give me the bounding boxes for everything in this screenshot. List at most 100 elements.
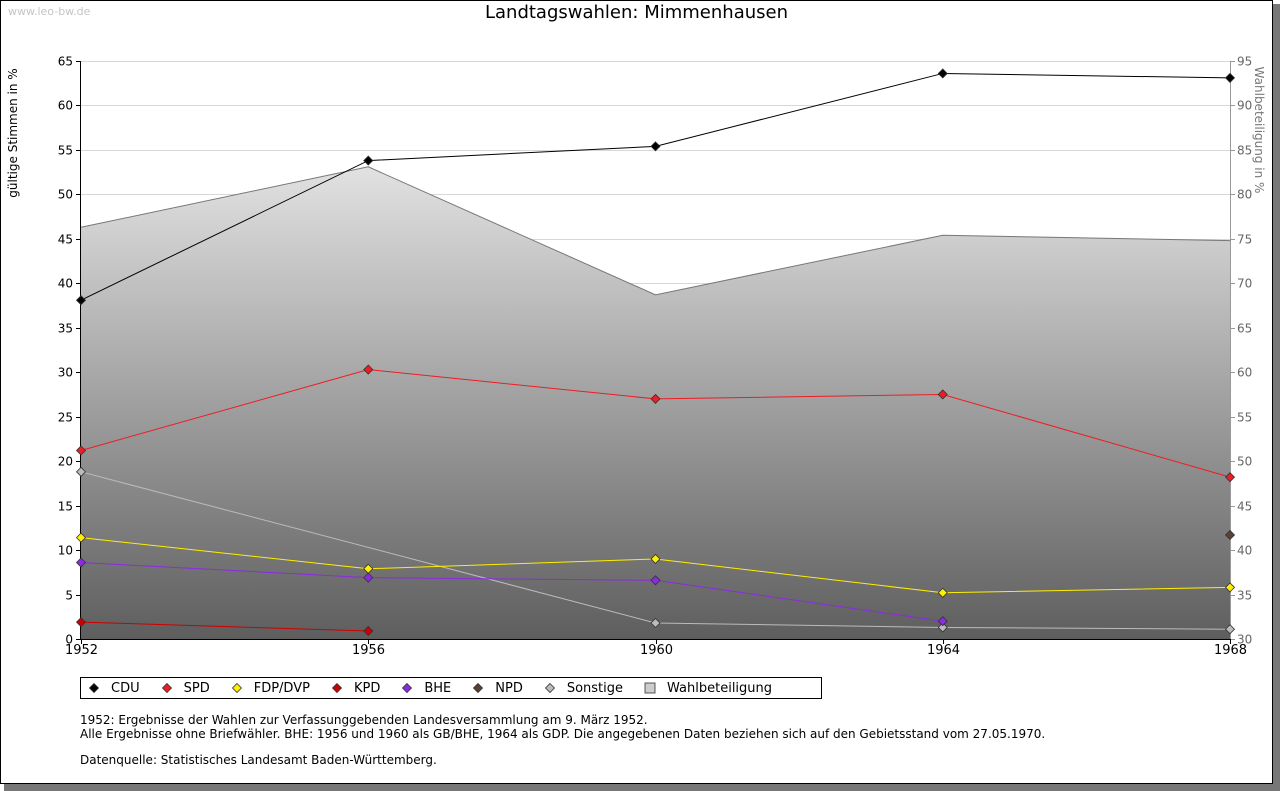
point-cdu (1224, 72, 1236, 83)
legend-marker-shape (644, 682, 656, 694)
y-tick-label-right: 60 (1237, 366, 1252, 380)
point-fdp-dvp (363, 563, 374, 574)
y-tick-label-left: 55 (58, 144, 73, 158)
legend-marker-cdu (87, 681, 101, 695)
point-kpd (75, 617, 87, 628)
chart-title: Landtagswahlen: Mimmenhausen (484, 2, 788, 23)
point-sonstige (1224, 624, 1236, 635)
legend-marker-shape (544, 682, 555, 694)
y-tick-label-left: 45 (58, 233, 73, 247)
point-bhe (363, 572, 374, 583)
point-fdp-dvp (1224, 582, 1236, 593)
point-spd (1224, 472, 1236, 483)
y-tick-label-left: 50 (58, 188, 73, 202)
y-tick-label-right: 80 (1237, 188, 1252, 202)
point-sonstige (650, 617, 661, 629)
point-spd (363, 364, 374, 375)
note-line-1: 1952: Ergebnisse der Wahlen zur Verfassu… (80, 713, 648, 727)
legend-marker-wahlbeteiligung (643, 681, 657, 695)
note-line-2: Alle Ergebnisse ohne Briefwähler. BHE: 1… (80, 727, 1046, 741)
legend-marker-kpd (330, 681, 344, 695)
legend-marker-shape (402, 682, 413, 694)
line-bhe (80, 562, 943, 622)
y-tick-label-left: 60 (58, 99, 73, 113)
y-tick-label-right: 65 (1237, 322, 1252, 336)
y-axis-title-right: Wahlbeteiligung in % (1252, 66, 1266, 194)
legend-marker-npd (471, 681, 485, 695)
series-points (75, 68, 1236, 637)
legend-item-cdu: CDU (87, 681, 140, 696)
point-fdp-dvp (650, 553, 661, 565)
point-cdu (363, 155, 374, 166)
legend-label-npd: NPD (495, 680, 523, 696)
y-tick-label-right: 55 (1237, 411, 1252, 425)
x-tick-label: 1968 (1214, 643, 1247, 658)
point-fdp-dvp (75, 532, 87, 543)
y-tick-label-right: 70 (1237, 277, 1252, 291)
legend-label-sonstige: Sonstige (566, 680, 624, 696)
legend-item-spd: SPD (160, 681, 210, 696)
legend-diamond (88, 682, 100, 694)
note-spacer (80, 741, 1045, 753)
point-bhe (75, 557, 87, 568)
y-tick-label-left: 25 (58, 411, 73, 425)
y-tick-label-left: 0 (65, 633, 73, 647)
legend-diamond (473, 682, 484, 694)
y-tick-label-right: 95 (1237, 55, 1252, 69)
point-cdu (937, 68, 948, 79)
point-spd (937, 389, 948, 400)
y-tick-label-right: 85 (1237, 144, 1252, 158)
point-cdu (75, 295, 87, 306)
y-tick-label-left: 5 (65, 589, 73, 603)
line-kpd (80, 621, 369, 632)
line-sonstige (80, 471, 1231, 630)
legend-item-kpd: KPD (330, 681, 380, 696)
y-axis-title-left: gültige Stimmen in % (6, 68, 20, 198)
legend-marker-bhe (400, 681, 414, 695)
legend-label-spd: SPD (183, 680, 210, 696)
chart-notes: 1952: Ergebnisse der Wahlen zur Verfassu… (80, 713, 1045, 767)
y-tick-label-right: 75 (1237, 233, 1252, 247)
point-sonstige (937, 622, 948, 633)
x-tick-label: 1964 (927, 643, 960, 658)
legend-item-wahlbeteiligung: Wahlbeteiligung (643, 681, 772, 696)
legend-item-fdp: FDP/DVP (230, 681, 310, 696)
y-tick-label-right: 90 (1237, 99, 1252, 113)
y-tick-label-right: 50 (1237, 455, 1252, 469)
legend-marker-shape (161, 682, 172, 694)
tick-labels: 0 5 10 15 20 25 30 35 40 45 50 55 60 65 30 35 40 45 50 55 60… (58, 55, 1253, 659)
point-spd (650, 393, 661, 404)
point-bhe (937, 616, 948, 627)
x-tick-label: 1956 (352, 643, 385, 658)
y-tick-label-right: 30 (1237, 633, 1252, 647)
y-tick-label-left: 15 (58, 500, 73, 514)
legend-marker-shape (231, 682, 242, 694)
point-sonstige (75, 466, 87, 477)
legend-diamond (331, 682, 343, 694)
frame-shadow-bottom (4, 784, 1280, 791)
y-tick-label-right: 35 (1237, 589, 1252, 603)
note-line-3: Datenquelle: Statistisches Landesamt Bad… (80, 753, 437, 767)
x-tick-label: 1960 (640, 643, 673, 658)
point-spd (75, 445, 87, 456)
y-tick-label-left: 30 (58, 366, 73, 380)
legend-label-cdu: CDU (111, 680, 140, 696)
legend-diamond (161, 682, 172, 694)
line-wahlbeteiligung (80, 166, 1231, 296)
legend-label-fdp: FDP/DVP (253, 680, 310, 696)
legend-marker-sonstige (543, 681, 557, 695)
point-cdu (650, 141, 661, 152)
legend-marker-fdp (230, 681, 244, 695)
legend-diamond (231, 682, 242, 694)
legend-item-npd: NPD (471, 681, 523, 696)
frame-shadow-right (1273, 4, 1280, 791)
legend-marker-shape (88, 682, 100, 694)
axes (76, 61, 1235, 644)
y-tick-label-left: 10 (58, 544, 73, 558)
legend-marker-shape (331, 682, 343, 694)
y-tick-label-right: 45 (1237, 500, 1252, 514)
y-tick-label-right: 40 (1237, 544, 1252, 558)
y-tick-label-left: 40 (58, 277, 73, 291)
y-tick-label-left: 35 (58, 322, 73, 336)
